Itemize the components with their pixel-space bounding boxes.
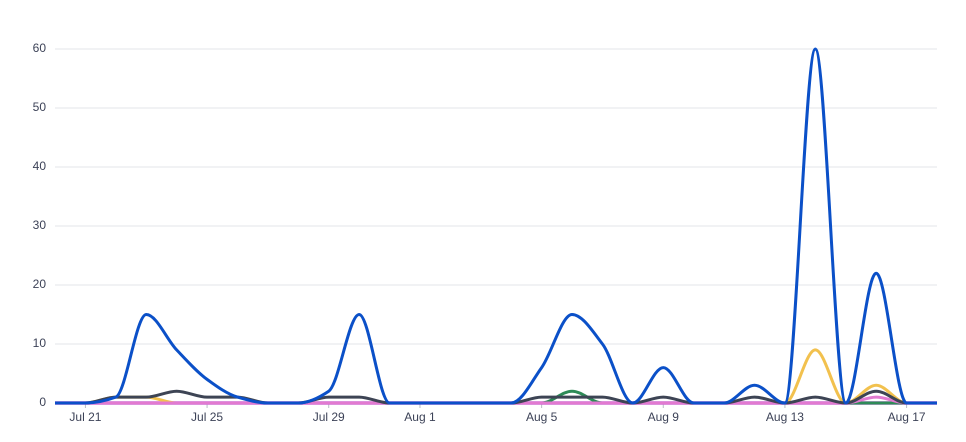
y-tick-label: 10 (33, 336, 47, 350)
y-tick-label: 30 (33, 218, 47, 232)
y-tick-label: 20 (33, 277, 47, 291)
x-tick-label: Jul 29 (313, 410, 345, 424)
series-line (55, 389, 937, 405)
series-line (55, 47, 937, 405)
y-tick-label: 40 (33, 159, 47, 173)
x-tick-label: Aug 5 (526, 410, 558, 424)
series-line (55, 348, 937, 405)
y-tick-label: 0 (39, 395, 46, 409)
y-tick-label: 50 (33, 100, 47, 114)
y-tick-label: 60 (33, 41, 47, 55)
x-tick-label: Aug 17 (888, 410, 926, 424)
x-tick-label: Aug 9 (648, 410, 680, 424)
x-tick-label: Aug 1 (404, 410, 436, 424)
x-tick-label: Jul 25 (191, 410, 223, 424)
x-tick-label: Aug 13 (766, 410, 804, 424)
x-tick-label: Jul 21 (69, 410, 101, 424)
